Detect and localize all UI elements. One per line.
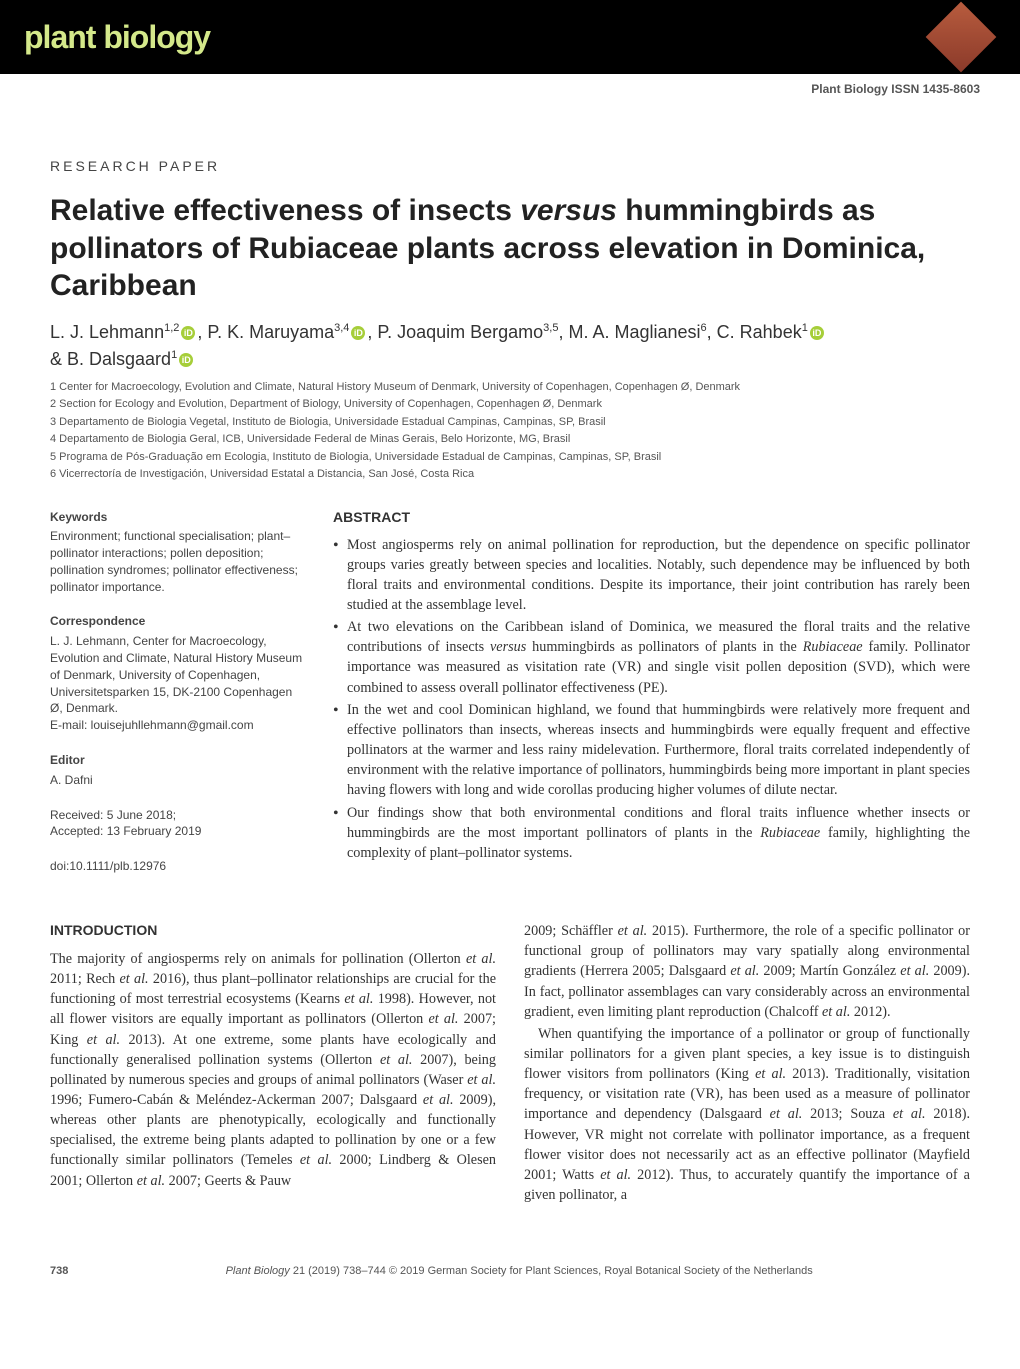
affiliation-row: 2 Section for Ecology and Evolution, Dep… [50,396,970,413]
authors-block: L. J. Lehmann1,2iD, P. K. Maruyama3,4iD,… [50,319,970,373]
issn-line: Plant Biology ISSN 1435-8603 [0,74,1020,98]
dates-block: Received: 5 June 2018; Accepted: 13 Febr… [50,807,305,841]
received-date: Received: 5 June 2018; [50,807,305,824]
correspondence-email: E-mail: louisejuhllehmann@gmail.com [50,717,305,734]
orcid-icon: iD [181,326,195,340]
abstract-list: Most angiosperms rely on animal pollinat… [333,535,970,864]
page-footer: 738 Plant Biology 21 (2019) 738–744 © 20… [0,1235,1020,1301]
intro-paragraph-1: The majority of angiosperms rely on anim… [50,949,496,1191]
doi-block: doi:10.1111/plb.12976 [50,858,305,875]
author-affil-sup: 1 [171,349,177,361]
journal-header: plant biology [0,0,1020,74]
doi-text: doi:10.1111/plb.12976 [50,858,305,875]
affiliation-row: 5 Programa de Pós-Graduação em Ecologia,… [50,449,970,466]
affiliation-row: 1 Center for Macroecology, Evolution and… [50,379,970,396]
intro-col-1: INTRODUCTION The majority of angiosperms… [50,921,496,1205]
orcid-icon: iD [179,353,193,367]
abstract-label: ABSTRACT [333,509,970,525]
keywords-abstract-row: Keywords Environment; functional special… [50,509,970,894]
abstract-column: ABSTRACT Most angiosperms rely on animal… [333,509,970,894]
affiliation-row: 6 Vicerrectoría de Investigación, Univer… [50,466,970,483]
orcid-icon: iD [351,326,365,340]
article-title: Relative effectiveness of insects versus… [50,192,970,305]
correspondence-text: L. J. Lehmann, Center for Macroecology, … [50,633,305,717]
affiliation-row: 3 Departamento de Biologia Vegetal, Inst… [50,414,970,431]
intro-col-2: 2009; Schäffler et al. 2015). Furthermor… [524,921,970,1205]
authors-line-2: & B. Dalsgaard1iD [50,346,970,373]
abstract-bullet: Our findings show that both environmenta… [347,803,970,863]
orcid-icon: iD [810,326,824,340]
abstract-bullet: In the wet and cool Dominican highland, … [347,700,970,801]
editor-text: A. Dafni [50,772,305,789]
intro-paragraph-2b: When quantifying the importance of a pol… [524,1024,970,1205]
intro-paragraph-2a: 2009; Schäffler et al. 2015). Furthermor… [524,921,970,1022]
page-number: 738 [50,1265,68,1277]
correspondence-label: Correspondence [50,613,305,630]
author-affil-sup: 3,5 [543,322,558,334]
paper-type-label: RESEARCH PAPER [50,158,970,174]
correspondence-block: Correspondence L. J. Lehmann, Center for… [50,613,305,734]
author-affil-sup: 6 [701,322,707,334]
author-affil-sup: 3,4 [334,322,349,334]
page-content: RESEARCH PAPER Relative effectiveness of… [0,98,1020,1235]
footer-journal: Plant Biology [226,1265,290,1277]
introduction-label: INTRODUCTION [50,921,496,941]
authors-line-1: L. J. Lehmann1,2iD, P. K. Maruyama3,4iD,… [50,319,970,346]
keywords-block: Keywords Environment; functional special… [50,509,305,596]
author-affil-sup: 1,2 [164,322,179,334]
author-affil-sup: 1 [802,322,808,334]
keywords-label: Keywords [50,509,305,526]
metadata-sidebar: Keywords Environment; functional special… [50,509,305,894]
accepted-date: Accepted: 13 February 2019 [50,823,305,840]
introduction-row: INTRODUCTION The majority of angiosperms… [50,921,970,1205]
journal-logo: plant biology [24,19,210,56]
editor-label: Editor [50,752,305,769]
title-pre: Relative effectiveness of insects [50,194,520,227]
title-italic: versus [520,194,617,227]
affiliations-block: 1 Center for Macroecology, Evolution and… [50,379,970,483]
journal-diamond-icon [926,2,997,73]
editor-block: Editor A. Dafni [50,752,305,789]
abstract-bullet: Most angiosperms rely on animal pollinat… [347,535,970,616]
footer-rest: 21 (2019) 738–744 © 2019 German Society … [290,1265,813,1277]
keywords-text: Environment; functional specialisation; … [50,528,305,595]
abstract-bullet: At two elevations on the Caribbean islan… [347,617,970,698]
footer-citation: Plant Biology 21 (2019) 738–744 © 2019 G… [226,1265,813,1277]
affiliation-row: 4 Departamento de Biologia Geral, ICB, U… [50,431,970,448]
